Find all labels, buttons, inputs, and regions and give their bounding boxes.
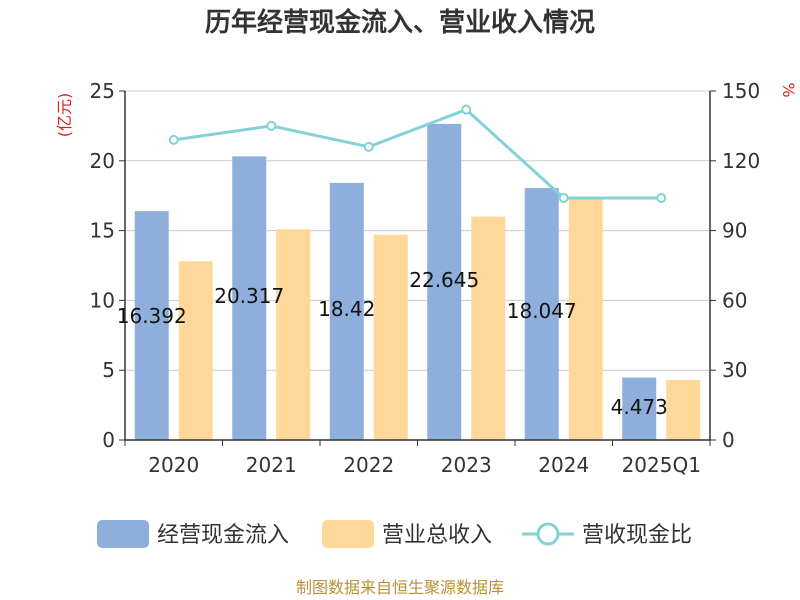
x-tick-label: 2022 [343, 453, 394, 477]
left-tick-label: 20 [90, 149, 115, 173]
ratio-point [461, 104, 472, 115]
ratio-point [168, 134, 179, 145]
left-tick-label: 15 [90, 219, 115, 243]
bar-cash-inflow [427, 123, 462, 441]
bar-data-label: 18.047 [507, 299, 577, 323]
bar-revenue [471, 216, 506, 440]
left-tick-label: 0 [102, 428, 115, 452]
ratio-point [266, 120, 277, 131]
legend-swatch [97, 520, 149, 548]
bar-cash-inflow [232, 156, 267, 440]
legend-swatch [322, 520, 374, 548]
bar-group [134, 123, 701, 441]
chart-title: 历年经营现金流入、营业收入情况 [205, 7, 595, 38]
legend-item-ratio: 营收现金比 [522, 522, 692, 548]
x-tick-label: 2021 [246, 453, 297, 477]
left-tick-label: 10 [90, 288, 115, 312]
right-tick-label: 0 [722, 428, 735, 452]
right-axis-unit: % [779, 82, 798, 97]
legend: 经营现金流入 营业总收入 营收现金比 [97, 520, 692, 548]
x-tick-label: 2024 [538, 453, 589, 477]
bar-cash-inflow [524, 188, 559, 440]
legend-swatch-marker [536, 522, 560, 546]
line-series [168, 104, 667, 204]
data-labels: 16.392 20.317 18.42 22.645 18.047 4.473 [117, 268, 668, 419]
right-tick-label: 120 [722, 149, 760, 173]
bar-data-label: 16.392 [117, 304, 187, 328]
right-tick-label: 30 [722, 358, 747, 382]
ratio-point [656, 193, 667, 204]
legend-label: 经营现金流入 [157, 523, 289, 548]
left-axis-unit: (亿元) [55, 93, 74, 138]
x-tick-label: 2020 [148, 453, 199, 477]
grid-lines [125, 90, 710, 371]
legend-label: 营业总收入 [382, 523, 492, 548]
bar-cash-inflow [622, 377, 657, 440]
bar-cash-inflow [134, 211, 169, 440]
bar-data-label: 20.317 [214, 284, 284, 308]
bar-revenue [276, 229, 311, 440]
bar-revenue [178, 261, 213, 440]
bar-revenue [568, 197, 603, 440]
ratio-line [173, 107, 662, 200]
bar-cash-inflow [329, 182, 364, 440]
ratio-point [363, 141, 374, 152]
legend-item-revenue: 营业总收入 [322, 520, 492, 548]
ratio-point [558, 193, 569, 204]
x-tick-label: 2023 [441, 453, 492, 477]
right-tick-label: 60 [722, 288, 747, 312]
bar-revenue [666, 379, 701, 440]
bar-revenue [373, 234, 408, 440]
right-tick-label: 90 [722, 219, 747, 243]
bar-data-label: 18.42 [318, 297, 375, 321]
legend-item-cash-inflow: 经营现金流入 [97, 520, 289, 548]
right-tick-label: 150 [722, 79, 760, 103]
bar-data-label: 4.473 [611, 395, 668, 419]
x-tick-label: 2025Q1 [622, 453, 701, 477]
bar-data-label: 22.645 [409, 268, 479, 292]
left-tick-label: 25 [90, 79, 115, 103]
legend-label: 营收现金比 [582, 523, 692, 548]
axes: 0 5 10 15 20 25 0 30 60 90 120 150 2020 2021 2022 2023 2… [90, 79, 761, 477]
left-tick-label: 5 [102, 358, 115, 382]
source-note: 制图数据来自恒生聚源数据库 [296, 578, 504, 597]
